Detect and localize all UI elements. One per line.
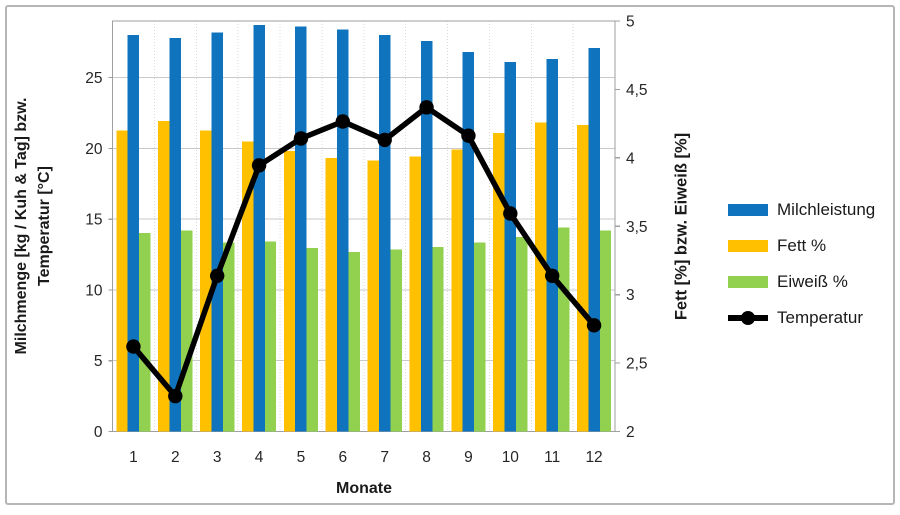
bar-fett-m12 bbox=[576, 124, 589, 432]
x-axis-title: Monate bbox=[336, 480, 392, 497]
bar-eiwei-m8 bbox=[432, 246, 444, 432]
right-tick-label: 5 bbox=[626, 14, 635, 31]
month-label: 5 bbox=[297, 449, 306, 466]
milchleistung-swatch-icon bbox=[728, 204, 768, 216]
legend-item-temperatur: Temperatur bbox=[728, 300, 875, 336]
left-tick-label: 5 bbox=[94, 353, 103, 370]
temperature-marker-m9 bbox=[461, 128, 476, 143]
temperature-line bbox=[130, 104, 597, 399]
right-axis-title: Fett [%] bzw. Eiweiß [%] bbox=[672, 132, 691, 321]
month-label: 4 bbox=[255, 449, 264, 466]
temperature-marker-m10 bbox=[503, 206, 518, 221]
temperature-marker-m3 bbox=[209, 268, 225, 283]
left-tick-label: 10 bbox=[85, 282, 103, 299]
month-label: 6 bbox=[339, 449, 348, 466]
bar-milchleistung-m9 bbox=[462, 52, 475, 432]
temperature-marker-m6 bbox=[335, 114, 351, 129]
bar-fett-m7 bbox=[367, 160, 379, 432]
bar-eiwei-m3 bbox=[222, 242, 235, 432]
legend-label: Temperatur bbox=[777, 308, 863, 327]
month-label: 11 bbox=[544, 449, 560, 466]
bar-fett-m4 bbox=[241, 141, 254, 432]
bar-milchleistung-m10 bbox=[504, 62, 517, 432]
temperature-marker-m1 bbox=[126, 339, 141, 354]
legend-item-eiweiss: Eiweiß % bbox=[728, 264, 875, 300]
bar-fett-m2 bbox=[158, 120, 170, 432]
month-label: 2 bbox=[171, 449, 180, 466]
bar-milchleistung-m5 bbox=[295, 26, 307, 432]
temperature-marker-m7 bbox=[377, 132, 392, 148]
bar-milchleistung-m8 bbox=[420, 40, 433, 432]
bar-milchleistung-m3 bbox=[211, 32, 223, 432]
bar-milchleistung-m4 bbox=[253, 25, 265, 432]
bar-eiwei-m10 bbox=[516, 237, 528, 432]
legend-item-fett: Fett % bbox=[728, 228, 875, 264]
bar-eiwei-m6 bbox=[348, 252, 360, 432]
bar-eiwei-m2 bbox=[181, 230, 193, 432]
bar-eiwei-m4 bbox=[264, 241, 277, 432]
fett-swatch-icon bbox=[728, 240, 768, 252]
chart-outer-border bbox=[5, 5, 895, 505]
bar-fett-m1 bbox=[116, 130, 128, 432]
bar-milchleistung-m6 bbox=[337, 29, 349, 432]
bar-milchleistung-m11 bbox=[546, 59, 558, 432]
bar-fett-m8 bbox=[409, 156, 421, 432]
month-label: 9 bbox=[464, 449, 473, 466]
temperature-marker-m5 bbox=[293, 131, 309, 146]
temperature-marker-m8 bbox=[419, 100, 434, 115]
left-axis-title: Milchmenge [kg / Kuh & Tag] bzw. Tempera… bbox=[13, 97, 53, 355]
temperature-marker-m2 bbox=[168, 388, 183, 404]
bar-milchleistung-m2 bbox=[169, 37, 182, 432]
left-tick-label: 0 bbox=[94, 424, 103, 441]
temperature-marker-m4 bbox=[251, 158, 267, 173]
month-label: 8 bbox=[422, 449, 431, 466]
temperatur-line-swatch-icon bbox=[728, 311, 768, 325]
bar-milchleistung-m1 bbox=[127, 35, 140, 432]
eiweiss-swatch-icon bbox=[728, 276, 768, 288]
bar-eiwei-m9 bbox=[474, 242, 486, 432]
temperatur-marker-icon bbox=[741, 311, 755, 325]
legend-label: Fett % bbox=[777, 236, 827, 255]
right-tick-label: 3 bbox=[626, 287, 635, 304]
legend-item-milchleistung: Milchleistung bbox=[728, 192, 875, 228]
month-label: 12 bbox=[585, 449, 602, 466]
month-label: 7 bbox=[380, 449, 389, 466]
legend-label: Milchleistung bbox=[777, 200, 876, 219]
month-label: 1 bbox=[129, 449, 138, 466]
bar-eiwei-m11 bbox=[557, 227, 570, 432]
temperature-marker-m12 bbox=[586, 318, 602, 333]
month-label: 10 bbox=[502, 449, 520, 466]
bar-fett-m5 bbox=[283, 150, 296, 432]
legend: Milchleistung Fett % Eiweiß % Temperatur bbox=[728, 192, 875, 336]
left-tick-label: 20 bbox=[85, 141, 103, 158]
bar-eiwei-m7 bbox=[390, 249, 402, 432]
left-tick-label: 15 bbox=[85, 212, 102, 229]
bar-eiwei-m1 bbox=[139, 233, 151, 432]
right-tick-label: 4,5 bbox=[626, 82, 648, 99]
right-tick-label: 2 bbox=[626, 424, 635, 441]
bar-eiwei-m12 bbox=[599, 230, 612, 432]
temperature-marker-m11 bbox=[544, 268, 560, 283]
legend-label: Eiweiß % bbox=[777, 272, 848, 291]
bar-milchleistung-m7 bbox=[378, 35, 391, 432]
bar-fett-m10 bbox=[493, 133, 505, 432]
bar-milchleistung-m12 bbox=[588, 47, 600, 432]
right-tick-label: 4 bbox=[626, 150, 635, 167]
left-tick-label: 25 bbox=[85, 70, 102, 87]
bar-fett-m3 bbox=[200, 130, 212, 432]
right-tick-label: 3,5 bbox=[626, 219, 648, 236]
bar-fett-m9 bbox=[451, 149, 463, 432]
bar-eiwei-m5 bbox=[306, 248, 319, 432]
bar-fett-m6 bbox=[325, 157, 338, 432]
right-tick-label: 2,5 bbox=[626, 356, 648, 373]
month-label: 3 bbox=[213, 449, 222, 466]
bar-fett-m11 bbox=[535, 122, 547, 432]
